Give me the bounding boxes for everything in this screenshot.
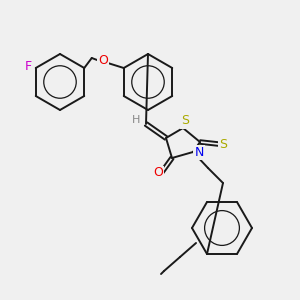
Text: F: F <box>25 59 32 73</box>
Text: O: O <box>98 55 108 68</box>
Text: S: S <box>219 137 227 151</box>
Text: H: H <box>132 115 140 125</box>
Text: N: N <box>194 146 204 158</box>
Text: S: S <box>181 115 189 128</box>
Text: O: O <box>153 167 163 179</box>
